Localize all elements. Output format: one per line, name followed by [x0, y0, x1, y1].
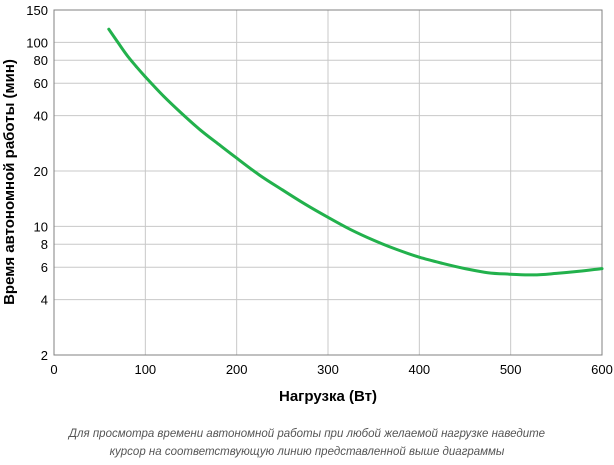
runtime-data-point[interactable]	[555, 272, 558, 275]
runtime-data-point[interactable]	[135, 65, 138, 68]
runtime-data-point[interactable]	[180, 112, 184, 115]
x-tick-label: 600	[591, 362, 613, 377]
runtime-data-point[interactable]	[144, 75, 147, 79]
x-tick-label: 300	[317, 362, 339, 377]
runtime-data-point[interactable]	[198, 128, 202, 131]
y-tick-label: 20	[34, 164, 48, 179]
x-tick-label: 400	[408, 362, 430, 377]
runtime-data-point[interactable]	[162, 95, 165, 98]
runtime-data-point[interactable]	[304, 203, 307, 206]
y-tick-label: 60	[34, 76, 48, 91]
runtime-data-point[interactable]	[235, 156, 238, 160]
y-tick-label: 80	[34, 53, 48, 68]
x-axis-title: Нагрузка (Вт)	[279, 388, 377, 405]
y-tick-label: 150	[26, 3, 48, 18]
runtime-data-point[interactable]	[509, 273, 512, 276]
runtime-data-point[interactable]	[125, 54, 129, 57]
plot-frame	[53, 9, 603, 356]
runtime-data-point[interactable]	[395, 248, 398, 251]
runtime-chart: 0 100 200 300 400 500 60024681020406080100150 …	[1, 3, 613, 405]
runtime-data-point[interactable]	[281, 188, 284, 191]
runtime-data-point[interactable]	[107, 28, 111, 31]
chart-grid	[54, 10, 602, 355]
runtime-data-point[interactable]	[600, 267, 604, 270]
runtime-data-point[interactable]	[372, 239, 375, 242]
tick-labels: 0 100 200 300 400 500 600 2 4 6 8 10 20 40 60 80 100 150	[26, 3, 613, 377]
x-tick-label: 200	[226, 362, 248, 377]
runtime-data-point[interactable]	[349, 228, 352, 231]
y-tick-label: 4	[41, 293, 48, 308]
runtime-data-point[interactable]	[116, 41, 120, 44]
runtime-data-point[interactable]	[326, 216, 330, 219]
caption-line-2: курсор на соответствующую линию представ…	[109, 446, 505, 458]
chart-caption: Для просмотра времени автономной работы …	[0, 425, 614, 461]
y-tick-label: 100	[26, 35, 48, 50]
y-tick-label: 6	[41, 260, 48, 275]
y-tick-label: 8	[41, 237, 48, 252]
x-tick-label: 500	[500, 362, 522, 377]
runtime-curve-line[interactable]	[107, 27, 604, 277]
y-axis-title: Время автономной работы (мин)	[1, 59, 18, 305]
runtime-data-point[interactable]	[258, 173, 261, 177]
x-tick-label: 0	[50, 362, 57, 377]
y-tick-label: 2	[41, 348, 48, 363]
runtime-data-point[interactable]	[578, 270, 581, 273]
caption-line-1: Для просмотра времени автономной работы …	[68, 428, 546, 440]
y-tick-label: 10	[34, 219, 48, 234]
x-tick-label: 100	[134, 362, 156, 377]
runtime-data-point[interactable]	[441, 262, 444, 265]
runtime-data-point[interactable]	[463, 267, 467, 270]
runtime-data-point[interactable]	[217, 142, 220, 146]
runtime-data-point[interactable]	[532, 273, 535, 277]
runtime-data-point[interactable]	[486, 271, 489, 274]
series-layer[interactable]	[107, 27, 604, 277]
runtime-data-point[interactable]	[418, 256, 421, 259]
y-tick-label: 40	[34, 109, 48, 124]
